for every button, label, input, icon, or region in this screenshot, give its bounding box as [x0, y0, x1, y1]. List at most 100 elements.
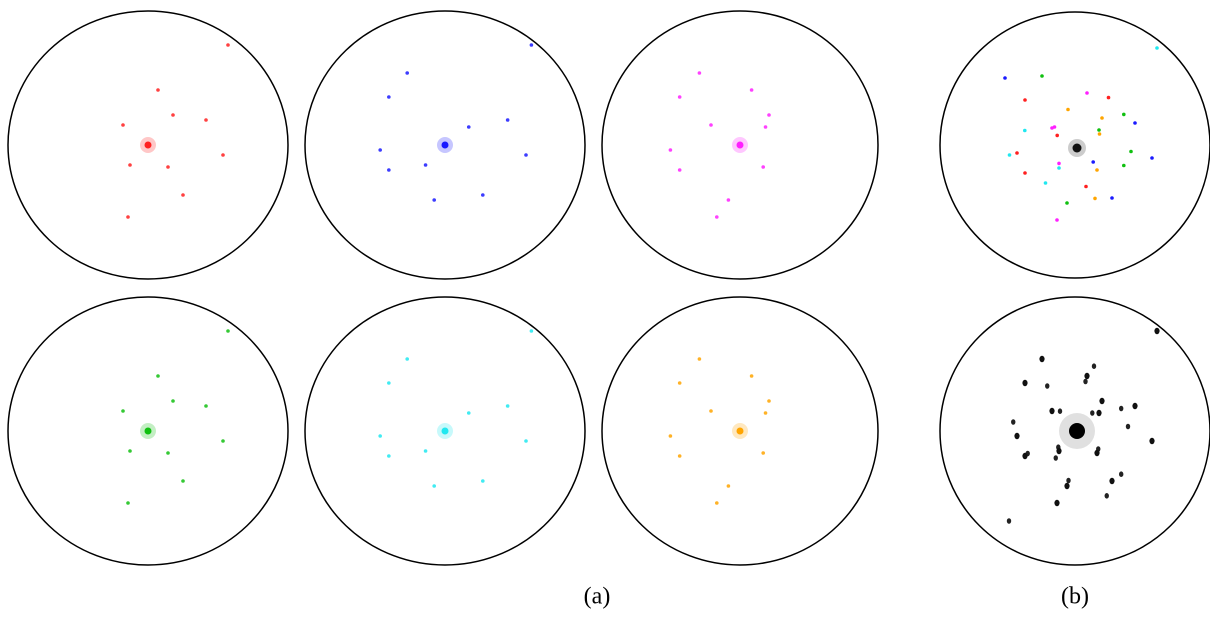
diffraction-spot [128, 163, 132, 167]
diffraction-spot [126, 215, 130, 219]
diffraction-spot [378, 148, 382, 152]
diffraction-spot [226, 43, 230, 47]
diffraction-spot [506, 118, 510, 122]
diffraction-spot [181, 193, 185, 197]
diffraction-spot [1110, 196, 1114, 200]
diffraction-spot [1023, 129, 1027, 133]
diffraction-spot [467, 125, 471, 129]
diffraction-spot [1054, 455, 1058, 461]
diffraction-spot [1096, 410, 1101, 416]
caption-a: (a) [584, 584, 611, 610]
diffraction-spot [761, 451, 765, 455]
diffraction-spot [709, 409, 713, 413]
diffraction-spot [126, 501, 130, 505]
diffraction-spot [1007, 518, 1011, 524]
diffraction-spot [1109, 478, 1114, 484]
diffraction-spot [1119, 406, 1123, 412]
diffraction-spot [1023, 98, 1027, 102]
diffraction-spot [1093, 197, 1097, 201]
diffraction-spot [481, 193, 485, 197]
diffraction-spot [1064, 483, 1069, 489]
diffraction-spot [121, 409, 125, 413]
diffraction-spot [1022, 453, 1027, 459]
diffraction-spot [1084, 373, 1089, 379]
diffraction-spot [204, 118, 208, 122]
diffraction-spot [221, 153, 225, 157]
diffraction-spot [156, 88, 160, 92]
diffraction-spot [1154, 328, 1159, 334]
diffraction-spot [166, 165, 170, 169]
diffraction-spot [1090, 410, 1094, 416]
diffraction-spot [750, 88, 754, 92]
diffraction-spot [1150, 156, 1154, 160]
diffraction-spot [1014, 433, 1019, 439]
diffraction-spot [1132, 403, 1137, 409]
diffraction-spot [1045, 383, 1049, 389]
diffraction-spot [1098, 132, 1102, 136]
diffraction-spot [1023, 171, 1027, 175]
diffraction-spot [524, 439, 528, 443]
diffraction-spot [1094, 450, 1099, 456]
diffraction-spot [1057, 162, 1061, 166]
diffraction-spot [1044, 181, 1048, 185]
diffraction-spot [1091, 160, 1095, 164]
diffraction-spot [1056, 448, 1061, 454]
diffraction-spot [727, 198, 731, 202]
diffraction-spot [1008, 153, 1012, 157]
diffraction-spot [1083, 379, 1087, 385]
diffraction-spot [1058, 408, 1062, 414]
diffraction-spot [506, 404, 510, 408]
diffraction-spot [121, 123, 125, 127]
diffraction-spot [226, 329, 230, 333]
diffraction-spot [1039, 356, 1044, 362]
diffraction-spot [1092, 363, 1096, 369]
diffraction-spot [1149, 438, 1154, 444]
diffraction-spot [698, 71, 702, 75]
diffraction-spot [221, 439, 225, 443]
diffraction-spot [678, 95, 682, 99]
diffraction-spot [1057, 166, 1061, 170]
diffraction-spot [1053, 125, 1057, 129]
diffraction-spot [1095, 168, 1099, 172]
diffraction-spot [1099, 398, 1104, 404]
diffraction-spot [1015, 151, 1019, 155]
diffraction-spot [204, 404, 208, 408]
diffraction-spot [405, 71, 409, 75]
diffraction-spot [750, 374, 754, 378]
diffraction-spot [387, 381, 391, 385]
central-spot [1069, 423, 1085, 439]
diffraction-spot [405, 357, 409, 361]
diffraction-spot [764, 411, 768, 415]
diffraction-spot [1133, 121, 1137, 125]
diffraction-spot [1022, 380, 1027, 386]
diffraction-spot [156, 374, 160, 378]
diffraction-spot [1122, 164, 1126, 168]
central-spot [1073, 144, 1082, 153]
diffraction-spot [1122, 113, 1126, 117]
diffraction-spot [424, 449, 428, 453]
diffraction-spot [715, 501, 719, 505]
diffraction-spot [1049, 408, 1054, 414]
diffraction-spot [1040, 74, 1044, 78]
diffraction-spot [387, 454, 391, 458]
diffraction-spot [764, 125, 768, 129]
diffraction-spot [1055, 218, 1059, 222]
diffraction-spot [709, 123, 713, 127]
diffraction-spot [378, 434, 382, 438]
diffraction-spot [1097, 128, 1101, 132]
diffraction-spot [424, 163, 428, 167]
diffraction-spot [669, 148, 673, 152]
diffraction-spot [1066, 108, 1070, 112]
diffraction-spot [432, 484, 436, 488]
diffraction-spot [1129, 150, 1133, 154]
diffraction-spot [1119, 471, 1123, 477]
diffraction-spot [467, 411, 471, 415]
diffraction-spot [128, 449, 132, 453]
diffraction-spot [1003, 76, 1007, 80]
diffraction-spot [1126, 424, 1130, 430]
diffraction-spot [727, 484, 731, 488]
diffraction-spot [524, 153, 528, 157]
diffraction-spot [166, 451, 170, 455]
central-spot [145, 142, 152, 149]
diffraction-spot [1011, 419, 1015, 425]
